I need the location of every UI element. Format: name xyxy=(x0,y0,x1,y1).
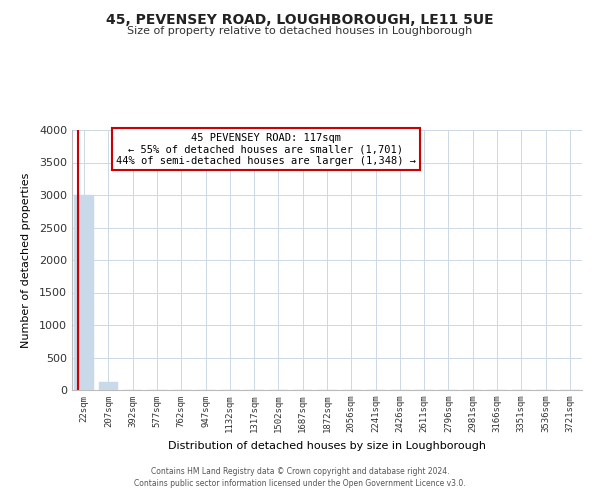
Text: Contains HM Land Registry data © Crown copyright and database right 2024.
Contai: Contains HM Land Registry data © Crown c… xyxy=(134,466,466,487)
Text: Size of property relative to detached houses in Loughborough: Size of property relative to detached ho… xyxy=(127,26,473,36)
Bar xyxy=(74,195,94,390)
Y-axis label: Number of detached properties: Number of detached properties xyxy=(20,172,31,348)
Bar xyxy=(99,382,118,390)
Text: 45, PEVENSEY ROAD, LOUGHBOROUGH, LE11 5UE: 45, PEVENSEY ROAD, LOUGHBOROUGH, LE11 5U… xyxy=(106,12,494,26)
Text: 45 PEVENSEY ROAD: 117sqm
← 55% of detached houses are smaller (1,701)
44% of sem: 45 PEVENSEY ROAD: 117sqm ← 55% of detach… xyxy=(116,132,416,166)
X-axis label: Distribution of detached houses by size in Loughborough: Distribution of detached houses by size … xyxy=(168,441,486,451)
